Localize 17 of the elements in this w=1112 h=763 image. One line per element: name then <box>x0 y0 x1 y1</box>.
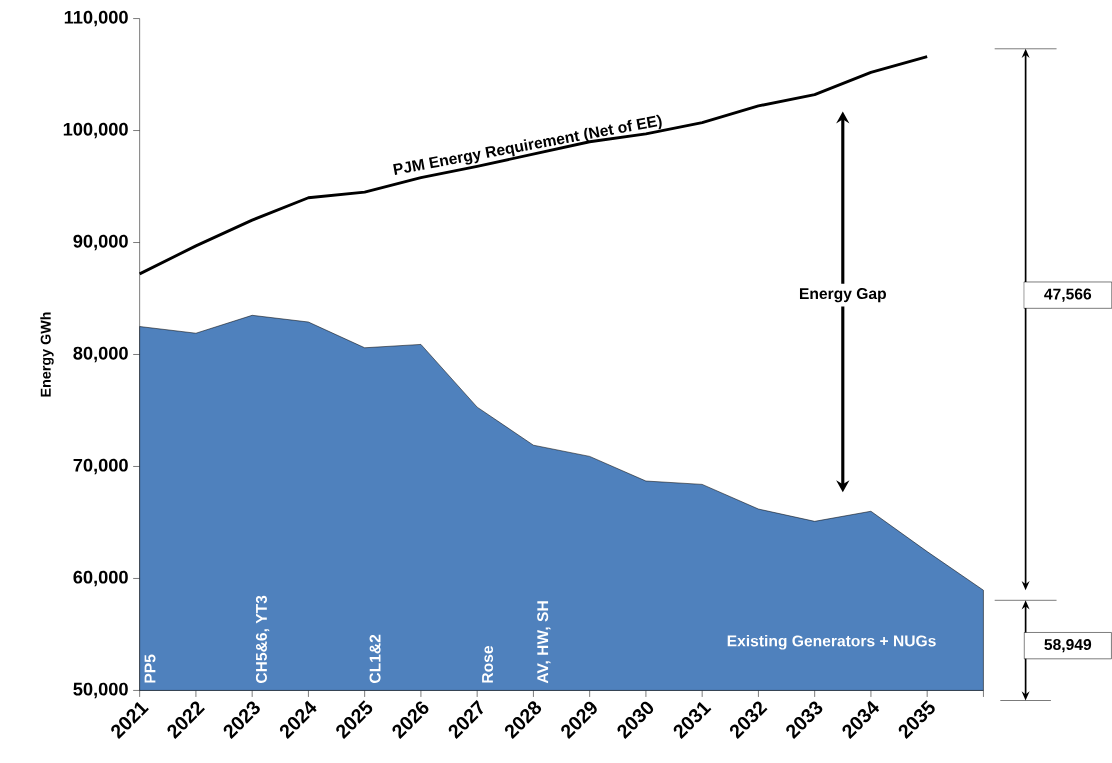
y-tick-label: 60,000 <box>73 570 128 587</box>
y-tick-label: 50,000 <box>73 682 128 699</box>
y-tick-label: 110,000 <box>64 10 128 27</box>
annotation: CH5&6, YT3 <box>255 595 270 684</box>
y-tick-label: 100,000 <box>63 122 128 139</box>
y-tick-label: 90,000 <box>73 234 128 251</box>
annotation: Energy Gap <box>799 288 886 303</box>
annotation: CL1&2 <box>369 634 381 684</box>
text: 47,566 <box>1044 288 1092 302</box>
annotation: Existing Generators + NUGs <box>727 635 936 650</box>
annotation: PP5 <box>144 654 156 683</box>
text: 58,949 <box>1044 639 1092 653</box>
y-axis-title: Energy GWh <box>40 312 54 397</box>
y-tick-label: 70,000 <box>73 458 128 475</box>
annotation: AV, HW, SH <box>537 601 551 684</box>
annotation: Rose <box>482 646 494 683</box>
y-tick-label: 80,000 <box>73 346 128 363</box>
